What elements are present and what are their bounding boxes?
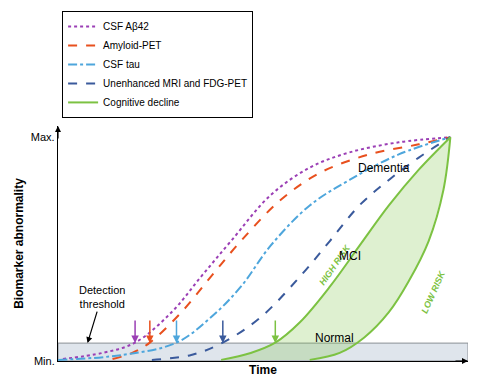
svg-text:Max.: Max. xyxy=(31,131,55,143)
svg-text:Min.: Min. xyxy=(34,355,55,367)
svg-text:Dementia: Dementia xyxy=(358,161,410,175)
svg-text:HIGH RISK: HIGH RISK xyxy=(317,242,353,287)
svg-text:Normal: Normal xyxy=(315,331,354,345)
svg-text:Amyloid-PET: Amyloid-PET xyxy=(103,40,161,51)
svg-text:CSF Aβ42: CSF Aβ42 xyxy=(103,21,149,32)
svg-text:Biomarker abnormality: Biomarker abnormality xyxy=(12,178,26,309)
svg-text:Detectionthreshold: Detectionthreshold xyxy=(79,284,125,310)
svg-text:CSF tau: CSF tau xyxy=(103,59,140,70)
svg-text:Cognitive decline: Cognitive decline xyxy=(103,97,180,108)
svg-text:LOW RISK: LOW RISK xyxy=(420,268,448,315)
svg-text:Unenhanced MRI and FDG-PET: Unenhanced MRI and FDG-PET xyxy=(103,78,247,89)
svg-text:MCI: MCI xyxy=(339,249,361,263)
svg-text:Time: Time xyxy=(249,363,277,377)
